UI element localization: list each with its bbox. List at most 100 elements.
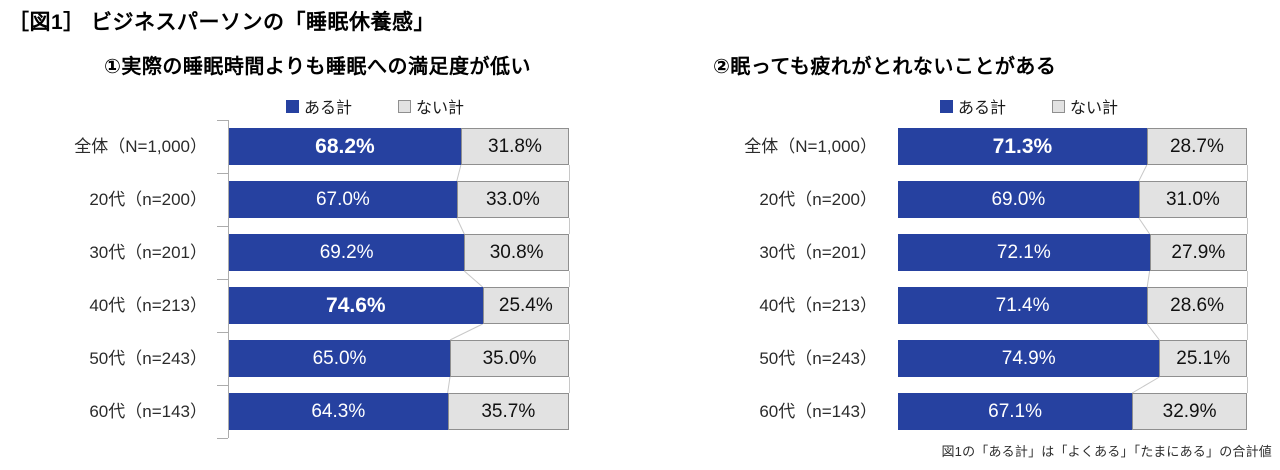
- aru-value-label: 69.0%: [991, 188, 1046, 210]
- aru-segment: 67.1%: [898, 393, 1133, 430]
- chart-1-title: ①実際の睡眠時間よりも睡眠への満足度が低い: [104, 56, 532, 78]
- footnote: 図1の「ある計」は「よくある」「たまにある」の合計値: [941, 444, 1272, 459]
- category-label: 30代（n=201）: [89, 243, 207, 262]
- category-label: 全体（N=1,000）: [74, 137, 207, 156]
- category-label: 20代（n=200）: [89, 190, 207, 209]
- legend-item-aru: ある計: [940, 94, 1006, 118]
- bar-row: 65.0% 35.0%: [229, 340, 569, 377]
- bar-row: 68.2% 31.8%: [229, 128, 569, 165]
- category-label: 20代（n=200）: [759, 190, 877, 209]
- aru-value-label: 67.1%: [988, 400, 1043, 422]
- nai-segment: 28.7%: [1146, 128, 1247, 165]
- bar-row: 64.3% 35.7%: [229, 393, 569, 430]
- page-title: ［図1］ ビジネスパーソンの「睡眠休養感」: [8, 11, 436, 34]
- aru-value-label: 71.3%: [992, 134, 1053, 158]
- axis-tick: [217, 332, 228, 333]
- legend-swatch-nai-icon: [398, 99, 412, 113]
- nai-segment: 25.4%: [482, 287, 569, 324]
- series-connector-lines: [447, 164, 570, 394]
- chart-1-legend: ある計 ない計: [286, 94, 464, 118]
- axis-tick: [217, 226, 228, 227]
- legend-swatch-nai-icon: [1052, 99, 1066, 113]
- nai-value-label: 25.4%: [498, 294, 553, 316]
- nai-segment: 25.1%: [1159, 340, 1247, 377]
- aru-value-label: 69.2%: [319, 241, 374, 263]
- bar-row: 67.1% 32.9%: [898, 393, 1247, 430]
- nai-value-label: 27.9%: [1171, 241, 1226, 263]
- nai-segment: 30.8%: [464, 234, 569, 271]
- nai-value-label: 32.9%: [1162, 400, 1217, 422]
- legend-swatch-aru-icon: [286, 99, 299, 113]
- aru-segment: 71.4%: [898, 287, 1148, 324]
- category-label: 60代（n=143）: [89, 402, 207, 421]
- legend-swatch-aru-icon: [940, 99, 953, 113]
- legend-label-nai: ない計: [416, 100, 465, 117]
- category-label: 30代（n=201）: [759, 243, 877, 262]
- aru-value-label: 67.0%: [315, 188, 370, 210]
- legend-item-nai: ない計: [1052, 94, 1118, 118]
- legend-label-aru: ある計: [304, 100, 353, 117]
- aru-segment: 71.3%: [898, 128, 1147, 165]
- nai-value-label: 35.0%: [482, 347, 537, 369]
- axis-tick: [217, 173, 228, 174]
- aru-value-label: 64.3%: [311, 400, 366, 422]
- aru-segment: 74.6%: [229, 287, 483, 324]
- aru-segment: 69.2%: [229, 234, 465, 271]
- aru-value-label: 74.9%: [1001, 347, 1056, 369]
- axis-tick: [217, 385, 228, 386]
- aru-value-label: 68.2%: [315, 134, 375, 158]
- category-label: 全体（N=1,000）: [744, 137, 877, 156]
- nai-value-label: 31.0%: [1165, 188, 1220, 210]
- axis-tick: [217, 438, 228, 439]
- category-label: 50代（n=243）: [759, 349, 877, 368]
- aru-value-label: 71.4%: [995, 294, 1050, 316]
- bar-row: 71.3% 28.7%: [898, 128, 1247, 165]
- nai-value-label: 30.8%: [489, 241, 544, 263]
- aru-segment: 74.9%: [898, 340, 1160, 377]
- aru-segment: 72.1%: [898, 234, 1150, 271]
- nai-value-label: 28.6%: [1170, 294, 1225, 316]
- nai-segment: 33.0%: [456, 181, 569, 218]
- legend-item-aru: ある計: [286, 94, 352, 118]
- aru-value-label: 72.1%: [996, 241, 1051, 263]
- chart-2-legend: ある計 ない計: [940, 94, 1118, 118]
- aru-value-label: 74.6%: [326, 293, 386, 317]
- nai-segment: 31.0%: [1138, 181, 1247, 218]
- axis-tick: [217, 120, 228, 121]
- category-label: 60代（n=143）: [759, 402, 877, 421]
- chart-2-title: ②眠っても疲れがとれないことがある: [713, 56, 1057, 78]
- category-label: 40代（n=213）: [89, 296, 207, 315]
- aru-segment: 69.0%: [898, 181, 1139, 218]
- category-label: 40代（n=213）: [759, 296, 877, 315]
- axis-tick: [217, 279, 228, 280]
- nai-segment: 31.8%: [460, 128, 569, 165]
- aru-value-label: 65.0%: [312, 347, 367, 369]
- nai-value-label: 35.7%: [481, 400, 536, 422]
- category-label: 50代（n=243）: [89, 349, 207, 368]
- nai-segment: 27.9%: [1149, 234, 1247, 271]
- nai-value-label: 25.1%: [1176, 347, 1231, 369]
- aru-segment: 68.2%: [229, 128, 461, 165]
- nai-value-label: 31.8%: [488, 135, 542, 157]
- legend-label-nai: ない計: [1070, 100, 1119, 117]
- bar-row: 71.4% 28.6%: [898, 287, 1247, 324]
- aru-segment: 65.0%: [229, 340, 450, 377]
- aru-segment: 67.0%: [229, 181, 457, 218]
- legend-item-nai: ない計: [398, 94, 464, 118]
- bar-row: 67.0% 33.0%: [229, 181, 569, 218]
- bar-row: 74.9% 25.1%: [898, 340, 1247, 377]
- bar-row: 69.0% 31.0%: [898, 181, 1247, 218]
- legend-label-aru: ある計: [958, 100, 1007, 117]
- series-connector-lines: [1131, 164, 1248, 394]
- nai-segment: 28.6%: [1147, 287, 1247, 324]
- nai-segment: 35.7%: [447, 393, 569, 430]
- nai-segment: 32.9%: [1132, 393, 1247, 430]
- bar-row: 72.1% 27.9%: [898, 234, 1247, 271]
- aru-segment: 64.3%: [229, 393, 448, 430]
- y-axis-line: [228, 120, 229, 438]
- bar-row: 69.2% 30.8%: [229, 234, 569, 271]
- bar-row: 74.6% 25.4%: [229, 287, 569, 324]
- nai-segment: 35.0%: [450, 340, 569, 377]
- nai-value-label: 28.7%: [1169, 135, 1224, 157]
